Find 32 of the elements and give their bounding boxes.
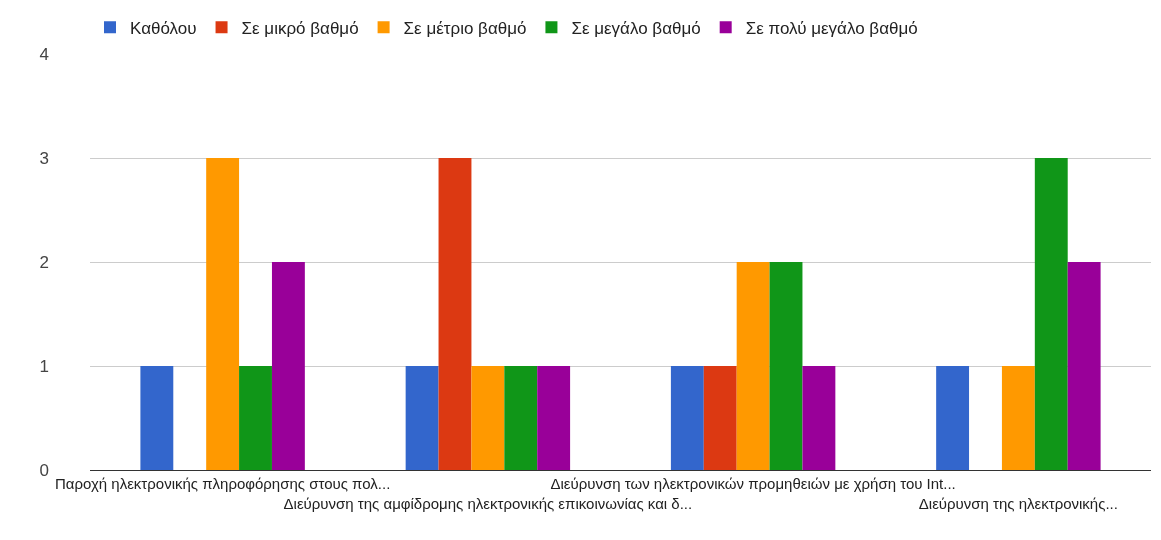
bar bbox=[670, 366, 704, 470]
legend-label: Σε μεγάλο βαθμό bbox=[571, 18, 701, 38]
bar bbox=[936, 366, 970, 470]
bar bbox=[537, 366, 571, 470]
y-tick-label: 2 bbox=[39, 252, 49, 272]
bar bbox=[1034, 158, 1068, 470]
y-tick-label: 1 bbox=[39, 356, 49, 376]
bar bbox=[1067, 262, 1101, 470]
bar bbox=[405, 366, 439, 470]
bar bbox=[1001, 366, 1035, 470]
bar bbox=[802, 366, 836, 470]
bar bbox=[504, 366, 538, 470]
legend-label: Καθόλου bbox=[130, 18, 197, 38]
bar bbox=[206, 158, 240, 470]
bar bbox=[140, 366, 174, 470]
bar bbox=[438, 158, 472, 470]
x-tick-label: Διεύρυνση των ηλεκτρονικών προμηθειών με χρήση του Int... bbox=[550, 475, 956, 492]
x-tick-label: Διεύρυνση της αμφίδρομης ηλεκτρονικής επικοινωνίας και δ... bbox=[283, 494, 693, 512]
bar bbox=[769, 262, 803, 470]
bar bbox=[736, 262, 770, 470]
bar bbox=[703, 366, 737, 470]
legend-label: Σε μέτριο βαθμό bbox=[403, 18, 527, 38]
bar bbox=[271, 262, 305, 470]
x-tick-label: Διεύρυνση της ηλεκτρονικής... bbox=[918, 494, 1118, 512]
y-tick-label: 4 bbox=[39, 44, 49, 64]
x-tick-label: Παροχή ηλεκτρονικής πληροφόρησης στους πολ... bbox=[54, 475, 391, 492]
legend-label: Σε μικρό βαθμό bbox=[241, 18, 359, 38]
legend-label: Σε πολύ μεγάλο βαθμό bbox=[745, 18, 918, 38]
y-tick-label: 0 bbox=[39, 460, 49, 480]
bar bbox=[471, 366, 505, 470]
y-tick-label: 3 bbox=[39, 148, 49, 168]
bar bbox=[239, 366, 272, 470]
